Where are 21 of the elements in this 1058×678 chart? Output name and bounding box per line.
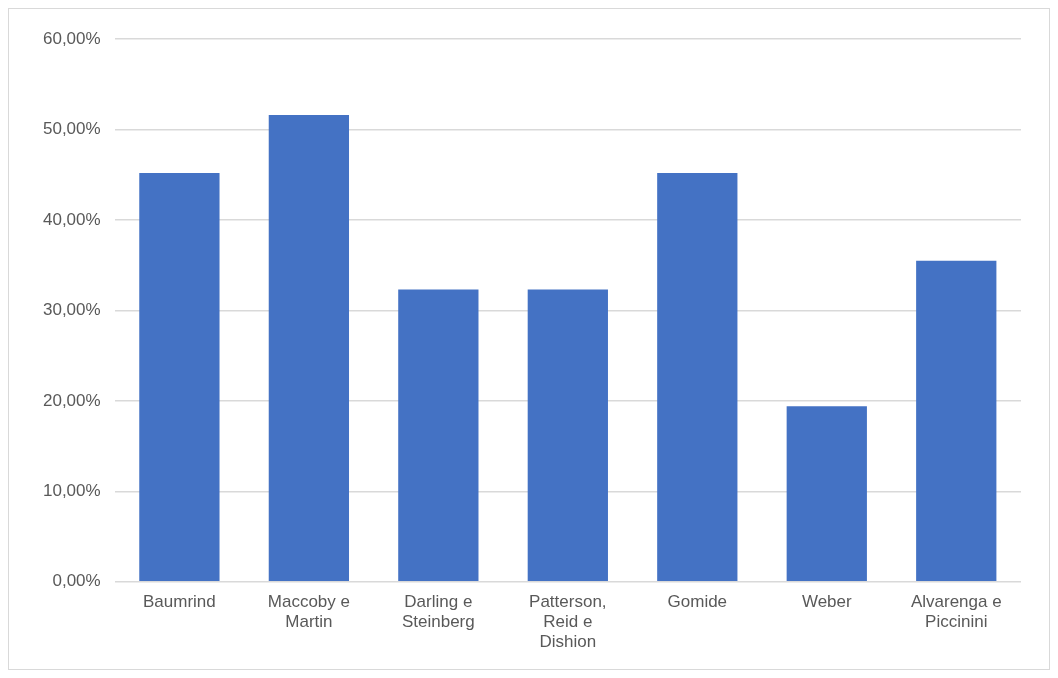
y-tick-label: 30,00% [42,300,101,320]
x-tick-label: Alvarenga e Piccinini [910,591,1002,632]
bar [916,260,997,582]
y-tick-label: 60,00% [42,28,101,48]
y-tick-label: 50,00% [42,119,101,139]
y-tick-label: 10,00% [42,481,101,501]
bar [268,114,350,582]
y-tick-label: 20,00% [42,390,101,410]
y-tick-label: 40,00% [42,209,101,229]
bar [139,172,220,582]
x-tick-label: Maccoby e Martin [267,591,350,632]
x-tick-label: Weber [801,591,852,611]
bar [786,406,867,582]
x-tick-label: Darling e Steinberg [401,591,475,632]
y-tick-label: 0,00% [52,571,101,591]
x-tick-label: Gomide [667,591,728,611]
x-tick-label: Patterson, Reid e Dishion [529,591,607,652]
bar [527,289,608,582]
bar [657,172,738,582]
x-tick-label: Baumrind [143,591,216,611]
bar [398,289,479,582]
